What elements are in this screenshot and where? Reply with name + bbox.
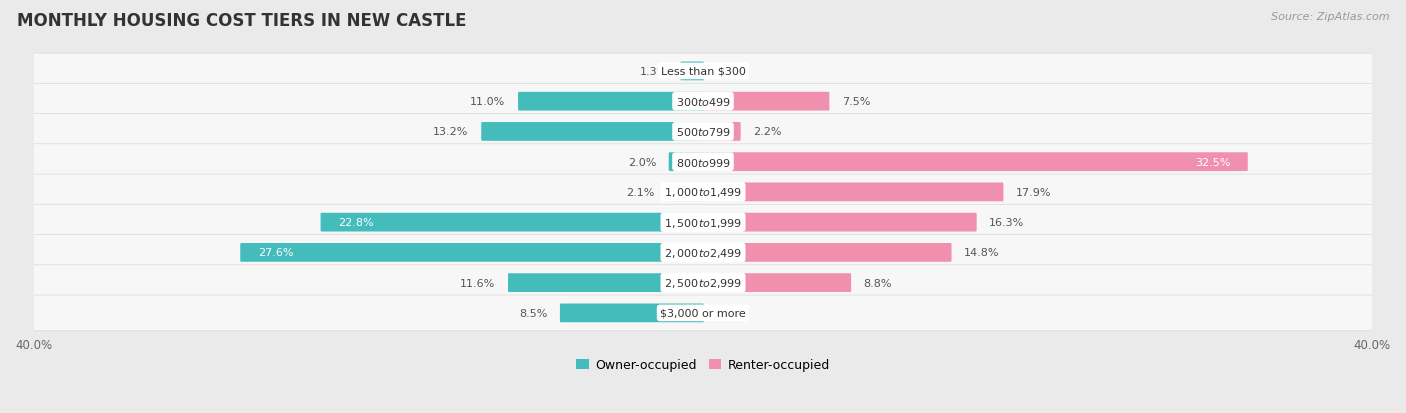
Text: 0.0%: 0.0% xyxy=(717,308,745,318)
Text: $2,000 to $2,499: $2,000 to $2,499 xyxy=(664,246,742,259)
FancyBboxPatch shape xyxy=(22,54,1384,90)
FancyBboxPatch shape xyxy=(669,153,704,172)
Text: 11.6%: 11.6% xyxy=(460,278,495,288)
FancyBboxPatch shape xyxy=(22,235,1384,271)
Text: $300 to $499: $300 to $499 xyxy=(675,96,731,108)
Text: MONTHLY HOUSING COST TIERS IN NEW CASTLE: MONTHLY HOUSING COST TIERS IN NEW CASTLE xyxy=(17,12,467,30)
Text: 8.8%: 8.8% xyxy=(863,278,893,288)
Text: 2.0%: 2.0% xyxy=(627,157,657,167)
FancyBboxPatch shape xyxy=(22,205,1384,240)
Legend: Owner-occupied, Renter-occupied: Owner-occupied, Renter-occupied xyxy=(576,358,830,371)
FancyBboxPatch shape xyxy=(666,183,704,202)
Text: 0.0%: 0.0% xyxy=(717,67,745,77)
FancyBboxPatch shape xyxy=(22,84,1384,120)
Text: $500 to $799: $500 to $799 xyxy=(675,126,731,138)
FancyBboxPatch shape xyxy=(702,183,1004,202)
FancyBboxPatch shape xyxy=(481,123,704,141)
Text: 11.0%: 11.0% xyxy=(470,97,506,107)
FancyBboxPatch shape xyxy=(702,153,1247,172)
FancyBboxPatch shape xyxy=(508,273,704,292)
Text: 17.9%: 17.9% xyxy=(1017,188,1052,197)
Text: $1,500 to $1,999: $1,500 to $1,999 xyxy=(664,216,742,229)
FancyBboxPatch shape xyxy=(240,243,704,262)
FancyBboxPatch shape xyxy=(702,93,830,111)
Text: 7.5%: 7.5% xyxy=(842,97,870,107)
Text: 32.5%: 32.5% xyxy=(1195,157,1230,167)
Text: 2.2%: 2.2% xyxy=(754,127,782,137)
FancyBboxPatch shape xyxy=(702,243,952,262)
FancyBboxPatch shape xyxy=(560,304,704,323)
Text: 22.8%: 22.8% xyxy=(339,218,374,228)
Text: 16.3%: 16.3% xyxy=(990,218,1025,228)
Text: Less than $300: Less than $300 xyxy=(661,67,745,77)
Text: $800 to $999: $800 to $999 xyxy=(675,156,731,168)
FancyBboxPatch shape xyxy=(321,213,704,232)
FancyBboxPatch shape xyxy=(702,123,741,141)
FancyBboxPatch shape xyxy=(702,213,977,232)
FancyBboxPatch shape xyxy=(22,114,1384,150)
FancyBboxPatch shape xyxy=(22,145,1384,180)
FancyBboxPatch shape xyxy=(681,62,704,81)
Text: Source: ZipAtlas.com: Source: ZipAtlas.com xyxy=(1271,12,1389,22)
Text: 2.1%: 2.1% xyxy=(626,188,654,197)
Text: 1.3%: 1.3% xyxy=(640,67,668,77)
Text: 13.2%: 13.2% xyxy=(433,127,468,137)
FancyBboxPatch shape xyxy=(22,265,1384,301)
Text: 8.5%: 8.5% xyxy=(519,308,547,318)
Text: $1,000 to $1,499: $1,000 to $1,499 xyxy=(664,186,742,199)
FancyBboxPatch shape xyxy=(517,93,704,111)
FancyBboxPatch shape xyxy=(702,273,851,292)
Text: 14.8%: 14.8% xyxy=(965,248,1000,258)
FancyBboxPatch shape xyxy=(22,175,1384,210)
Text: $3,000 or more: $3,000 or more xyxy=(661,308,745,318)
Text: 27.6%: 27.6% xyxy=(257,248,294,258)
FancyBboxPatch shape xyxy=(22,295,1384,331)
Text: $2,500 to $2,999: $2,500 to $2,999 xyxy=(664,276,742,290)
